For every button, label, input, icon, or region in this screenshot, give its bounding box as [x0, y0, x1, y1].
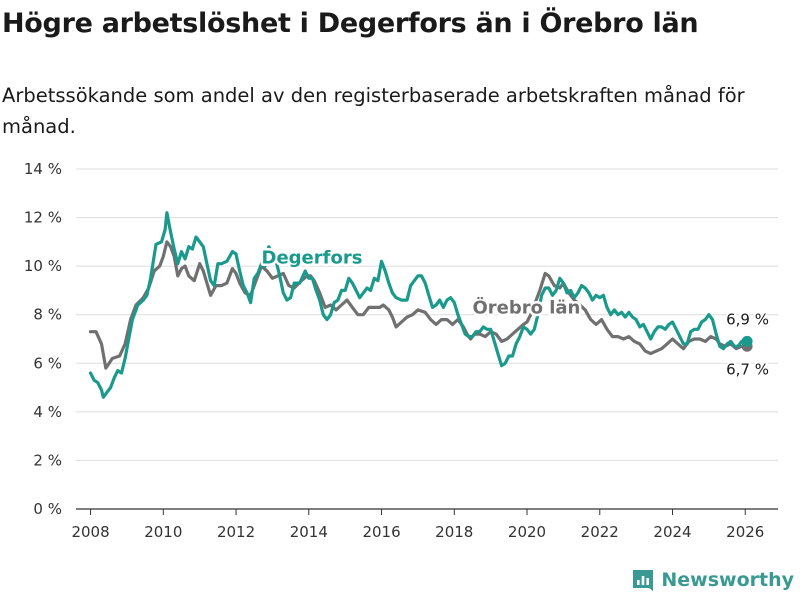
y-tick-label: 14 %	[24, 160, 62, 178]
brand-name: Newsworthy	[661, 569, 794, 591]
y-tick-label: 2 %	[33, 451, 62, 469]
chart-subtitle: Arbetssökande som andel av den registerb…	[2, 84, 745, 138]
end-point-degerfors	[741, 335, 753, 347]
x-tick-label: 2012	[217, 523, 255, 541]
x-tick-label: 2026	[726, 523, 764, 541]
series-label: Degerfors	[262, 248, 363, 269]
y-tick-label: 12 %	[24, 209, 62, 227]
x-tick-label: 2008	[71, 523, 109, 541]
series-line-degerfors	[88, 211, 749, 399]
x-tick-label: 2014	[290, 523, 328, 541]
x-tick-label: 2020	[508, 523, 546, 541]
end-value-label: 6,7 %	[726, 360, 769, 378]
y-tick-label: 10 %	[24, 257, 62, 275]
x-tick-label: 2022	[581, 523, 619, 541]
series-line--rebro-l-n	[88, 240, 749, 370]
y-tick-label: 0 %	[33, 500, 62, 518]
y-tick-label: 6 %	[33, 354, 62, 372]
brand-logo: Newsworthy	[631, 567, 794, 593]
series-label: Örebro län	[472, 297, 580, 319]
x-tick-label: 2024	[653, 523, 691, 541]
newsworthy-chart-icon	[633, 570, 654, 591]
x-tick-label: 2016	[362, 523, 400, 541]
y-tick-label: 8 %	[33, 306, 62, 324]
x-tick-label: 2010	[144, 523, 182, 541]
end-value-label: 6,9 %	[726, 310, 769, 328]
x-tick-label: 2018	[435, 523, 473, 541]
y-tick-label: 4 %	[33, 403, 62, 421]
chart-title: Högre arbetslöshet i Degerfors än i Öreb…	[2, 8, 699, 39]
